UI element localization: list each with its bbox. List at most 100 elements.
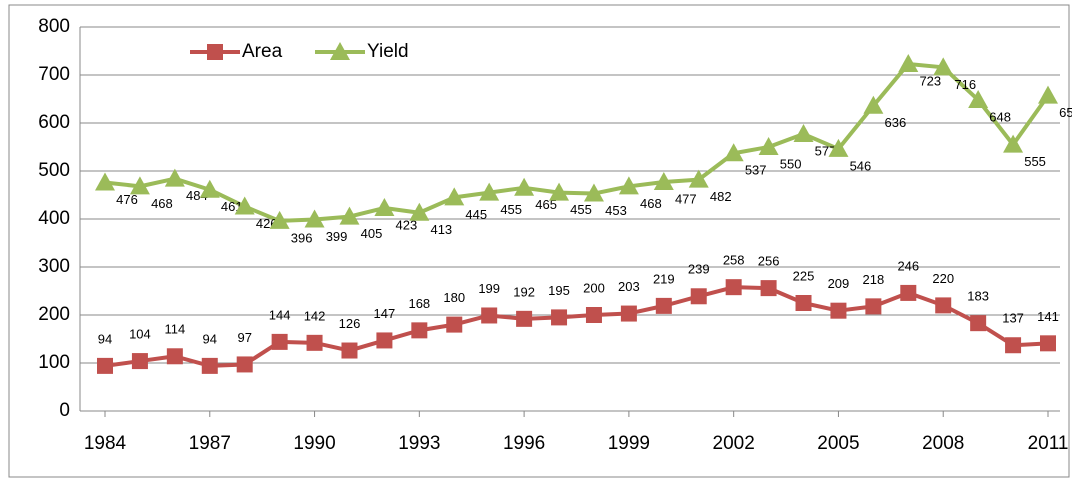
data-label: 147: [374, 306, 396, 321]
data-label: 455: [500, 202, 522, 217]
marker: [411, 322, 428, 339]
marker: [723, 143, 744, 162]
data-label: 413: [430, 222, 452, 237]
marker: [95, 172, 115, 191]
marker: [758, 137, 779, 155]
data-label: 405: [361, 226, 383, 241]
data-label: 104: [129, 327, 151, 342]
x-tick-label: 1993: [398, 433, 440, 454]
data-label: 94: [203, 331, 217, 346]
marker: [1040, 335, 1056, 352]
series-line: [104, 285, 1049, 368]
x-tick-label: 1999: [608, 433, 650, 454]
y-tick-label: 300: [38, 256, 70, 277]
y-tick-label: 200: [38, 304, 70, 325]
data-label: 225: [793, 268, 815, 283]
marker: [446, 316, 463, 333]
marker: [304, 209, 325, 228]
marker: [549, 182, 570, 201]
data-label: 399: [326, 229, 348, 244]
data-label: 209: [828, 276, 850, 291]
data-label: 258: [723, 253, 745, 268]
data-label: 183: [967, 289, 989, 304]
x-tick-label: 1987: [189, 433, 231, 454]
marker: [234, 196, 255, 215]
marker: [339, 206, 360, 225]
data-label: 723: [919, 73, 941, 88]
marker: [516, 310, 533, 327]
y-tick-label: 700: [38, 64, 70, 85]
x-tick-label: 1990: [293, 433, 335, 454]
data-label: 180: [443, 290, 465, 305]
data-label: 716: [954, 77, 976, 92]
legend-label: Yield: [367, 41, 409, 62]
marker: [655, 297, 672, 314]
data-label: 468: [151, 196, 173, 211]
marker: [129, 176, 150, 195]
data-label: 537: [745, 163, 767, 178]
data-label: 465: [535, 197, 557, 212]
data-label: 200: [583, 280, 605, 295]
marker: [164, 168, 185, 187]
data-label: 482: [710, 189, 732, 204]
marker: [374, 197, 395, 216]
data-label: 239: [688, 262, 710, 277]
marker: [479, 182, 500, 201]
series-line: [104, 61, 1050, 223]
data-label: 142: [304, 308, 326, 323]
data-label: 219: [653, 271, 675, 286]
marker: [271, 333, 288, 350]
marker: [795, 295, 812, 311]
marker: [863, 95, 884, 114]
marker: [725, 279, 742, 296]
chart-border: [8, 4, 1070, 478]
marker: [653, 172, 674, 191]
data-label: 550: [780, 156, 802, 171]
marker: [760, 280, 777, 297]
data-label: 396: [291, 230, 313, 245]
data-label: 256: [758, 254, 780, 269]
marker: [444, 187, 465, 206]
marker: [828, 138, 849, 157]
x-tick-label: 2002: [713, 433, 755, 454]
data-label: 220: [932, 271, 954, 286]
marker: [688, 169, 709, 188]
marker: [618, 176, 639, 195]
data-label: 484: [186, 188, 208, 203]
legend-label: Area: [242, 41, 283, 62]
data-label: 192: [513, 284, 535, 299]
x-tick-label: 1984: [84, 433, 127, 454]
x-tick-label: 2008: [922, 433, 964, 454]
marker: [201, 357, 218, 374]
marker: [970, 315, 987, 332]
marker: [330, 42, 350, 60]
x-tick-label: 1996: [503, 433, 545, 454]
y-tick-label: 0: [59, 400, 70, 421]
data-label: 168: [408, 296, 430, 311]
marker: [968, 89, 989, 108]
data-label: 246: [897, 258, 919, 273]
data-label: 555: [1024, 154, 1046, 169]
marker: [933, 57, 954, 76]
data-label: 195: [548, 283, 570, 298]
marker: [898, 53, 919, 72]
marker: [865, 298, 882, 315]
y-tick-label: 100: [38, 352, 70, 373]
data-label: 199: [478, 281, 500, 296]
marker: [900, 284, 917, 301]
marker: [583, 183, 604, 202]
data-label: 455: [570, 202, 592, 217]
data-label: 648: [989, 109, 1011, 124]
y-tick-label: 500: [38, 160, 70, 181]
data-label: 546: [850, 158, 872, 173]
marker: [131, 353, 148, 370]
x-tick-label: 2011: [1028, 433, 1069, 454]
y-tick-label: 800: [38, 16, 70, 37]
data-label: 144: [269, 307, 291, 322]
data-label: 94: [98, 331, 112, 346]
marker: [935, 297, 952, 314]
marker: [1038, 85, 1058, 104]
data-label: 218: [863, 272, 885, 287]
marker: [1003, 134, 1024, 153]
